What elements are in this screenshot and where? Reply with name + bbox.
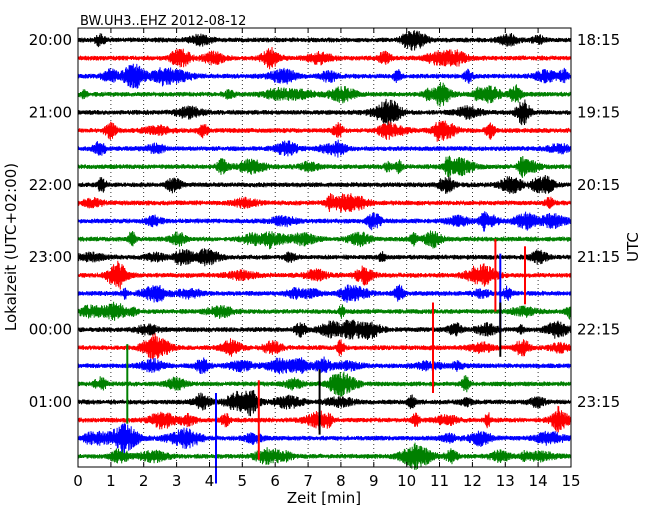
x-tick-label: 9 <box>369 472 379 490</box>
right-tick-label: 21:15 <box>577 248 620 266</box>
trace-15 <box>77 301 572 321</box>
right-tick-label: 23:15 <box>577 393 620 411</box>
right-tick-label: 19:15 <box>577 103 620 121</box>
trace-12 <box>77 248 572 267</box>
trace-2 <box>77 63 572 89</box>
trace-9 <box>77 193 572 213</box>
seismic-traces <box>77 30 572 484</box>
left-tick-label: 00:00 <box>29 321 72 339</box>
trace-7 <box>77 155 572 178</box>
x-tick-label: 2 <box>139 472 149 490</box>
trace-13 <box>77 260 572 290</box>
trace-21 <box>77 405 572 433</box>
x-tick-label: 5 <box>238 472 248 490</box>
x-tick-label: 4 <box>205 472 215 490</box>
right-axis-label: UTC <box>624 232 642 262</box>
trace-10 <box>77 211 572 232</box>
trace-14 <box>77 284 572 303</box>
trace-3 <box>77 82 572 107</box>
right-tick-label: 20:15 <box>577 176 620 194</box>
x-tick-label: 11 <box>430 472 449 490</box>
trace-6 <box>77 139 572 158</box>
trace-20 <box>77 390 572 417</box>
x-tick-label: 15 <box>561 472 580 490</box>
x-tick-label: 1 <box>106 472 116 490</box>
chart-title: BW.UH3..EHZ 2012-08-12 <box>80 14 246 29</box>
left-tick-label: 01:00 <box>29 393 72 411</box>
trace-18 <box>77 356 572 375</box>
left-tick-label: 23:00 <box>29 248 72 266</box>
right-tick-label: 18:15 <box>577 31 620 49</box>
x-tick-label: 8 <box>336 472 346 490</box>
left-tick-label: 21:00 <box>29 103 72 121</box>
trace-1 <box>77 46 572 70</box>
trace-17 <box>77 333 572 360</box>
trace-0 <box>77 30 572 51</box>
left-tick-label: 20:00 <box>29 31 72 49</box>
trace-4 <box>77 98 572 127</box>
plot-frame <box>77 27 572 468</box>
right-tick-label: 22:15 <box>577 321 620 339</box>
x-tick-label: 6 <box>270 472 280 490</box>
x-tick-label: 14 <box>529 472 548 490</box>
trace-8 <box>77 174 572 194</box>
trace-22 <box>77 423 572 457</box>
left-axis-label: Lokalzeit (UTC+02:00) <box>2 163 20 331</box>
x-tick-label: 13 <box>496 472 515 490</box>
x-tick-label: 10 <box>397 472 416 490</box>
trace-19 <box>77 371 572 397</box>
x-tick-label: 0 <box>73 472 83 490</box>
x-tick-label: 12 <box>463 472 482 490</box>
x-tick-label: 7 <box>303 472 313 490</box>
x-axis-label: Zeit [min] <box>287 489 361 507</box>
left-tick-label: 22:00 <box>29 176 72 194</box>
trace-23 <box>77 442 572 470</box>
trace-11 <box>77 230 572 250</box>
trace-16 <box>77 319 572 341</box>
trace-5 <box>77 120 572 142</box>
x-tick-label: 3 <box>172 472 182 490</box>
